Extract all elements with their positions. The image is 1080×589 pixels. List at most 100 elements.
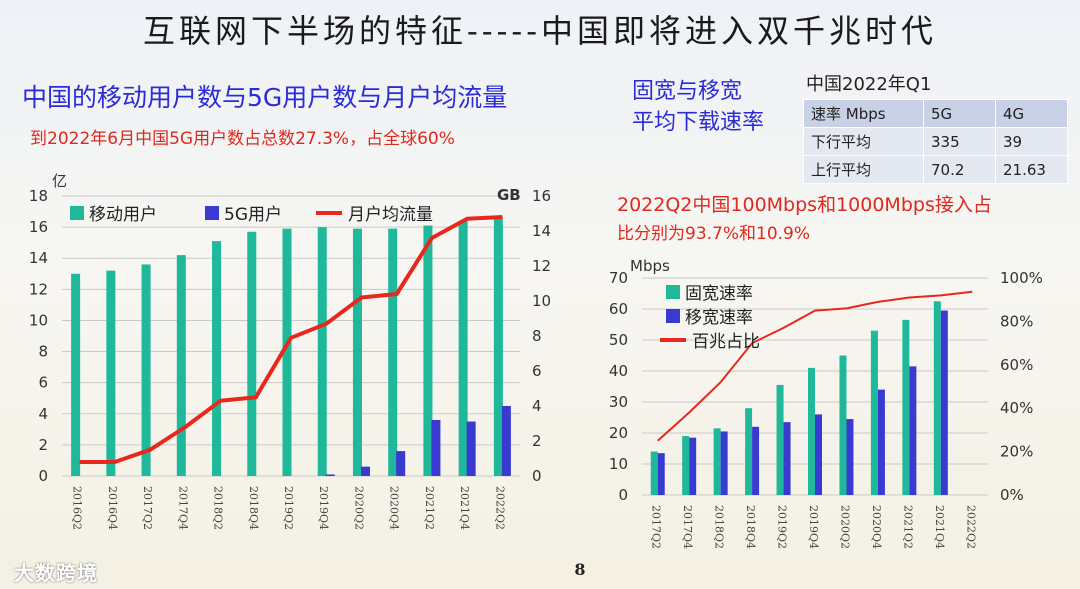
bar [282, 228, 292, 476]
bar [783, 422, 791, 495]
bar [388, 228, 398, 476]
y-right-tick-label: 60% [1000, 356, 1033, 374]
right-note-line2: 比分别为93.7%和10.9% [617, 224, 811, 244]
bar [431, 420, 441, 476]
table-row: 下行平均 335 39 [803, 127, 1068, 156]
legend-label: 移动用户 [89, 205, 157, 225]
bar [466, 421, 476, 476]
bar [877, 389, 885, 495]
y-left-tick-label: 2 [38, 436, 48, 454]
y-right-tick-label: 16 [532, 187, 551, 205]
y-left-tick-label: 18 [29, 187, 48, 205]
x-tick-label: 2016Q4 [106, 486, 119, 530]
table-cell: 上行平均 [803, 155, 924, 184]
y-left-tick-label: 60 [609, 300, 628, 318]
table-header-cell: 4G [995, 99, 1068, 128]
x-tick-label: 2021Q4 [458, 486, 471, 530]
x-tick-label: 2021Q2 [901, 505, 914, 549]
y-left-axis-label: Mbps [630, 257, 670, 275]
y-left-tick-label: 0 [38, 467, 48, 485]
table-row: 上行平均 70.2 21.63 [803, 155, 1068, 184]
left-chart-subtitle: 中国的移动用户数与5G用户数与月户均流量 [22, 83, 508, 112]
bar [776, 384, 784, 495]
legend-swatch [666, 285, 680, 299]
y-left-tick-label: 8 [38, 343, 48, 361]
y-right-tick-label: 8 [532, 327, 542, 345]
right-title-line1: 固宽与移宽 [632, 79, 743, 104]
table-cell: 335 [923, 127, 996, 156]
legend-label: 月户均流量 [348, 205, 433, 225]
table-header-cell: 速率 Mbps [803, 99, 924, 128]
bar [212, 241, 222, 476]
legend-label: 移宽速率 [685, 308, 753, 328]
x-tick-label: 2017Q4 [176, 486, 189, 530]
x-tick-label: 2020Q4 [870, 505, 883, 549]
bar [501, 406, 511, 476]
y-left-tick-label: 30 [609, 393, 628, 411]
bar [247, 231, 257, 476]
bar [650, 451, 658, 495]
y-left-tick-label: 4 [38, 405, 48, 423]
bar [352, 228, 362, 476]
x-tick-label: 2018Q4 [744, 505, 757, 549]
y-right-tick-label: 2 [532, 432, 542, 450]
x-tick-label: 2021Q4 [933, 505, 946, 549]
bar [458, 220, 468, 476]
y-right-tick-label: 10 [532, 292, 551, 310]
y-right-tick-label: 12 [532, 257, 551, 275]
bar [752, 426, 760, 495]
bar [839, 355, 847, 495]
x-tick-label: 2018Q2 [212, 486, 225, 530]
table-cell: 下行平均 [803, 127, 924, 156]
y-left-tick-label: 70 [609, 269, 628, 287]
x-tick-label: 2017Q4 [681, 505, 694, 549]
table-cell: 39 [995, 127, 1068, 156]
y-right-tick-label: 6 [532, 362, 542, 380]
y-left-tick-label: 0 [618, 486, 628, 504]
page-title: 互联网下半场的特征-----中国即将进入双千兆时代 [142, 12, 938, 50]
legend-swatch [666, 309, 680, 323]
y-right-tick-label: 80% [1000, 312, 1033, 330]
y-right-tick-label: 14 [532, 222, 551, 240]
bar [317, 227, 327, 476]
x-tick-label: 2022Q2 [964, 505, 977, 549]
y-right-tick-label: 40% [1000, 399, 1033, 417]
speed-table: 速率 Mbps 5G 4G 下行平均 335 39 上行平均 70.2 21.6… [803, 99, 1068, 184]
bar [745, 408, 753, 495]
x-tick-label: 2019Q2 [282, 486, 295, 530]
legend-label: 固宽速率 [685, 284, 753, 304]
table-cell: 70.2 [923, 155, 996, 184]
left-chart-note: 到2022年6月中国5G用户数占总数27.3%，占全球60% [30, 129, 455, 149]
bar [493, 217, 503, 476]
bar [846, 419, 854, 495]
bar [689, 437, 697, 495]
y-left-axis-label: 亿 [52, 172, 67, 190]
broadband-speed-chart: 0 10 20 30 40 50 60 70 0% 20% 40% 60% 80% 100% Mbps 201… [609, 257, 1043, 549]
legend-label: 5G用户 [224, 205, 282, 225]
y-left-tick-label: 40 [609, 362, 628, 380]
legend-label: 百兆占比 [692, 332, 760, 352]
y-right-tick-label: 0% [1000, 486, 1024, 504]
x-tick-label: 2021Q2 [423, 486, 436, 530]
table-header-cell: 5G [923, 99, 996, 128]
x-tick-label: 2022Q2 [493, 486, 506, 530]
bar [141, 264, 151, 476]
bar [815, 414, 822, 495]
bar [808, 367, 815, 495]
y-left-tick-label: 14 [29, 249, 48, 267]
bar [423, 225, 433, 476]
y-left-tick-label: 20 [609, 424, 628, 442]
bar [325, 474, 335, 476]
y-right-tick-label: 4 [532, 397, 542, 415]
legend-swatch [205, 206, 219, 220]
speed-table-header: 速率 Mbps 5G 4G [803, 99, 1068, 128]
bar [682, 436, 690, 495]
x-tick-label: 2019Q2 [776, 505, 789, 549]
series-line [79, 215, 503, 464]
y-left-tick-label: 6 [38, 374, 48, 392]
y-left-tick-label: 10 [29, 311, 48, 329]
right-note-line1: 2022Q2中国100Mbps和1000Mbps接入占 [617, 194, 992, 216]
legend-swatch [70, 206, 84, 220]
bar [106, 270, 116, 476]
y-left-tick-label: 12 [29, 280, 48, 298]
